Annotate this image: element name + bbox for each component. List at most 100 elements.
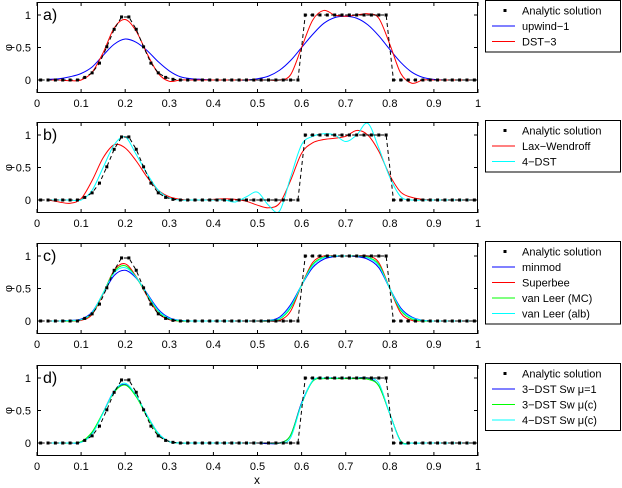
x-tick-label: 0.7 — [338, 339, 353, 351]
analytic-marker — [318, 133, 322, 137]
analytic-marker — [289, 198, 293, 202]
analytic-marker — [120, 135, 124, 139]
series-line-1 — [47, 129, 478, 209]
analytic-marker — [296, 319, 300, 323]
analytic-marker — [259, 441, 263, 445]
analytic-marker — [134, 268, 138, 272]
analytic-marker — [333, 13, 337, 17]
analytic-marker — [443, 319, 447, 323]
series-line-3 — [48, 255, 478, 322]
x-tick-label: 0.6 — [294, 218, 309, 230]
analytic-marker — [208, 78, 212, 82]
analytic-marker — [127, 378, 131, 382]
x-tick-label: 0.8 — [382, 98, 397, 110]
analytic-marker — [362, 133, 366, 137]
analytic-marker — [215, 78, 219, 82]
analytic-marker — [355, 254, 359, 258]
analytic-marker — [436, 441, 440, 445]
analytic-marker — [171, 77, 175, 81]
analytic-marker — [97, 424, 101, 428]
analytic-marker — [325, 254, 329, 258]
analytic-marker — [267, 441, 271, 445]
analytic-marker — [252, 319, 256, 323]
analytic-marker — [61, 319, 65, 323]
analytic-marker — [193, 319, 197, 323]
analytic-marker — [347, 376, 351, 380]
analytic-marker — [90, 312, 94, 316]
x-tick-label: 0.2 — [118, 218, 133, 230]
analytic-marker — [90, 71, 94, 75]
analytic-marker — [127, 15, 131, 19]
legend-box — [485, 363, 621, 431]
x-tick-label: 0.5 — [250, 98, 265, 110]
analytic-marker — [156, 434, 160, 438]
analytic-marker — [414, 441, 418, 445]
analytic-marker — [414, 78, 418, 82]
legend-label: Superbee — [522, 278, 570, 290]
analytic-marker — [377, 376, 381, 380]
analytic-marker — [164, 316, 168, 320]
analytic-marker — [259, 198, 263, 202]
x-tick-label: 1 — [475, 218, 481, 230]
y-tick-label: 0 — [25, 316, 31, 328]
analytic-marker — [362, 13, 366, 17]
analytic-marker — [369, 13, 373, 17]
analytic-marker — [97, 302, 101, 306]
x-tick-label: 0.6 — [294, 461, 309, 473]
x-tick-label: 0 — [34, 339, 40, 351]
y-tick-label: 1 — [25, 10, 31, 22]
analytic-marker — [465, 198, 469, 202]
analytic-marker — [97, 181, 101, 185]
analytic-marker — [252, 78, 256, 82]
analytic-marker — [369, 376, 373, 380]
legend-label: Analytic solution — [522, 6, 602, 18]
analytic-marker — [428, 319, 432, 323]
analytic-marker — [399, 78, 403, 82]
analytic-marker — [311, 254, 315, 258]
analytic-marker — [230, 319, 234, 323]
legend-label: 4−DST — [522, 157, 557, 169]
analytic-marker — [311, 13, 315, 17]
analytic-marker — [274, 441, 278, 445]
x-tick-label: 0.7 — [338, 461, 353, 473]
panel-label: d) — [43, 370, 57, 387]
analytic-marker — [325, 133, 329, 137]
analytic-marker — [450, 198, 454, 202]
analytic-marker — [318, 254, 322, 258]
analytic-marker — [222, 441, 226, 445]
analytic-marker — [289, 441, 293, 445]
analytic-marker — [303, 133, 307, 137]
analytic-marker — [68, 319, 72, 323]
analytic-marker — [443, 78, 447, 82]
x-tick-label: 0.7 — [338, 98, 353, 110]
y-tick-label: 0.5 — [16, 284, 31, 296]
analytic-marker — [230, 78, 234, 82]
analytic-marker — [200, 319, 204, 323]
analytic-marker — [75, 78, 79, 82]
analytic-marker — [377, 254, 381, 258]
analytic-marker — [120, 15, 124, 19]
analytic-marker — [355, 133, 359, 137]
panel-label: c) — [43, 248, 56, 265]
analytic-marker — [222, 78, 226, 82]
analytic-marker — [178, 78, 182, 82]
x-tick-label: 0 — [34, 98, 40, 110]
analytic-marker — [421, 441, 425, 445]
analytic-marker — [384, 376, 388, 380]
analytic-marker — [215, 319, 219, 323]
analytic-marker — [333, 376, 337, 380]
analytic-marker — [421, 78, 425, 82]
analytic-marker — [61, 198, 65, 202]
analytic-marker — [362, 376, 366, 380]
axes-frame — [37, 365, 478, 456]
x-tick-label: 0.7 — [338, 218, 353, 230]
panel-label: a) — [43, 7, 57, 24]
analytic-marker — [200, 441, 204, 445]
analytic-marker — [105, 45, 109, 49]
analytic-marker — [318, 376, 322, 380]
legend-label: Analytic solution — [522, 247, 602, 259]
analytic-marker — [112, 147, 116, 151]
legend-marker-analytic — [503, 129, 507, 132]
analytic-marker — [289, 319, 293, 323]
analytic-marker — [134, 147, 138, 151]
